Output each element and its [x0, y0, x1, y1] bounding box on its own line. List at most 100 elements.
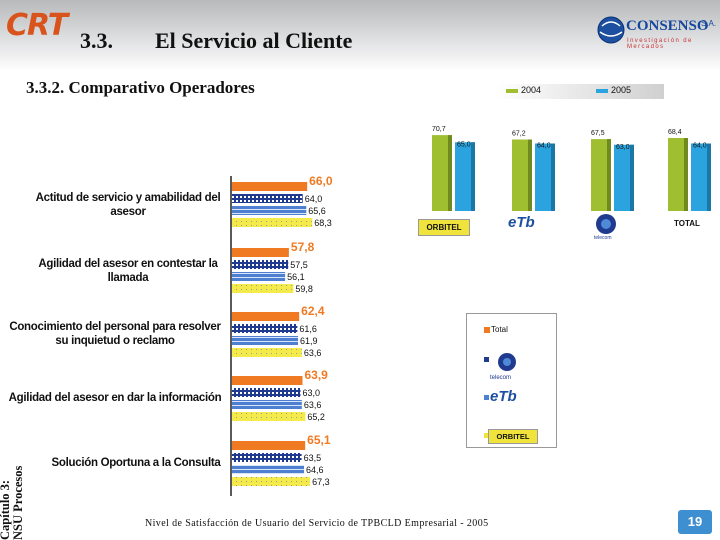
bar-4-telecom — [232, 388, 301, 397]
bar-label-5-telecom: 63,5 — [304, 453, 322, 463]
category-label-4: Agilidad del asesor en dar la informació… — [8, 392, 222, 404]
category-label-2: Agilidad del asesor en contestar la llam… — [38, 258, 218, 284]
bar-label-3-orbitel: 63,6 — [304, 348, 322, 358]
bar-label-3-total: 62,4 — [301, 304, 325, 318]
legend-total-label: Total — [491, 325, 508, 334]
bar-label-2-telecom: 57,5 — [290, 260, 308, 270]
category-label-5: Solución Oportuna a la Consulta — [51, 457, 221, 469]
bar-5-orbitel — [232, 477, 311, 486]
legend-telecom-label: telecom — [490, 375, 512, 381]
bar-label-4-total: 63,9 — [304, 368, 328, 382]
vbar-label-telecom-2004: 67,5 — [591, 130, 605, 137]
legend-etb-swatch — [484, 395, 489, 400]
legend-orbitel-swatch — [484, 433, 489, 438]
vbar-label-orbitel-2005: 65,0 — [457, 141, 471, 148]
bar-2-etb — [232, 272, 286, 281]
bar-4-etb — [232, 400, 302, 409]
bar-label-1-telecom: 64,0 — [305, 194, 323, 204]
bar-label-1-orbitel: 68,3 — [314, 218, 332, 228]
bar-label-3-etb: 61,9 — [300, 336, 318, 346]
bar-2-telecom — [232, 260, 289, 269]
telecom-logo-label: telecom — [594, 235, 612, 241]
bar-2-orbitel — [232, 284, 294, 293]
consenso-globe-icon — [597, 16, 625, 44]
orbitel-logo: ORBITEL — [418, 219, 470, 236]
vbar-label-orbitel-2004: 70,7 — [432, 126, 446, 133]
vbar-label-telecom-2005: 63,0 — [616, 144, 630, 151]
legend-swatch-2005 — [596, 89, 608, 93]
bar-3-etb — [232, 336, 299, 345]
page-title: El Servicio al Cliente — [155, 28, 353, 53]
vbar-etb-2004 — [512, 139, 532, 211]
bar-3-telecom — [232, 324, 298, 333]
bar-5-etb — [232, 465, 305, 474]
legend-total-swatch — [484, 327, 490, 333]
vbar-label-total-2005: 64,0 — [693, 143, 707, 150]
consenso-suffix: S.A. — [701, 19, 717, 28]
vbar-label-etb-2005: 64,0 — [537, 143, 551, 150]
footer-text: Nivel de Satisfacción de Usuario del Ser… — [145, 518, 489, 529]
vbar-total-2005 — [691, 143, 711, 211]
legend-telecom-swatch — [484, 357, 489, 362]
bar-label-4-etb: 63,6 — [304, 400, 322, 410]
bar-label-3-telecom: 61,6 — [299, 324, 317, 334]
bar-4-orbitel — [232, 412, 306, 421]
bar-label-1-etb: 65,6 — [308, 206, 326, 216]
legend-orbitel-label: ORBITEL — [488, 429, 538, 444]
bar-1-etb — [232, 206, 307, 215]
consenso-logo — [596, 14, 716, 55]
legend-label-2004: 2004 — [521, 85, 542, 95]
bar-label-2-total: 57,8 — [291, 240, 315, 254]
legend-etb-label: eTb — [490, 388, 517, 405]
vbar-shade-total-2004 — [684, 138, 688, 211]
bar-label-5-total: 65,1 — [307, 433, 331, 447]
vbar-label-total-2004: 68,4 — [668, 129, 682, 136]
bar-1-total — [232, 182, 308, 191]
bar-5-telecom — [232, 453, 302, 462]
vbar-orbitel-2004 — [432, 135, 452, 211]
category-label-3: Conocimiento del personal para resolver … — [9, 321, 221, 347]
bar-label-4-orbitel: 65,2 — [307, 412, 325, 422]
legend-swatch-2004 — [506, 89, 518, 93]
total-label: TOTAL — [674, 219, 700, 228]
consenso-tagline: Investigación de Mercados — [627, 38, 693, 50]
etb-logo: eTb — [508, 214, 535, 231]
bar-label-5-orbitel: 67,3 — [312, 477, 330, 487]
vbar-shade-orbitel-2005 — [471, 142, 475, 211]
bar-label-2-orbitel: 59,8 — [295, 284, 313, 294]
vbar-telecom-2004 — [591, 139, 611, 211]
vbar-shade-etb-2004 — [528, 139, 532, 211]
bar-2-total — [232, 248, 289, 257]
chapter-topic: NSU Procesos — [11, 465, 25, 540]
bar-1-telecom — [232, 194, 303, 203]
section-number: 3.3. — [80, 28, 113, 53]
year-legend: 2004 2005 — [496, 84, 664, 99]
bar-label-4-telecom: 63,0 — [302, 388, 320, 398]
legend-label-2005: 2005 — [611, 85, 632, 95]
vbar-total-2004 — [668, 138, 688, 211]
bar-4-total — [232, 376, 303, 385]
telecom-logo-icon — [592, 212, 620, 245]
bar-label-1-total: 66,0 — [309, 174, 333, 188]
vbar-etb-2005 — [535, 143, 555, 211]
bar-label-2-etb: 56,1 — [287, 272, 305, 282]
category-label-1: Actitud de servicio y amabilidad del ase… — [35, 192, 221, 218]
vbar-shade-total-2005 — [707, 143, 711, 211]
vbar-shade-telecom-2005 — [630, 144, 634, 211]
bar-3-total — [232, 312, 300, 321]
page-number: 19 — [678, 510, 712, 534]
vbar-orbitel-2005 — [455, 142, 475, 211]
bar-1-orbitel — [232, 218, 313, 227]
legend-telecom-icon — [498, 353, 516, 371]
page-subtitle: 3.3.2. Comparativo Operadores — [26, 78, 255, 97]
vbar-shade-orbitel-2004 — [448, 135, 452, 211]
vbar-shade-telecom-2004 — [607, 139, 611, 211]
consenso-name: CONSENSO — [626, 18, 709, 34]
chapter-side-text: Capítulo 3: NSU Procesos — [0, 425, 38, 540]
vbar-shade-etb-2005 — [551, 143, 555, 211]
operator-legend: Total telecom eTb ORBITEL — [466, 313, 557, 448]
vbar-telecom-2005 — [614, 144, 634, 211]
